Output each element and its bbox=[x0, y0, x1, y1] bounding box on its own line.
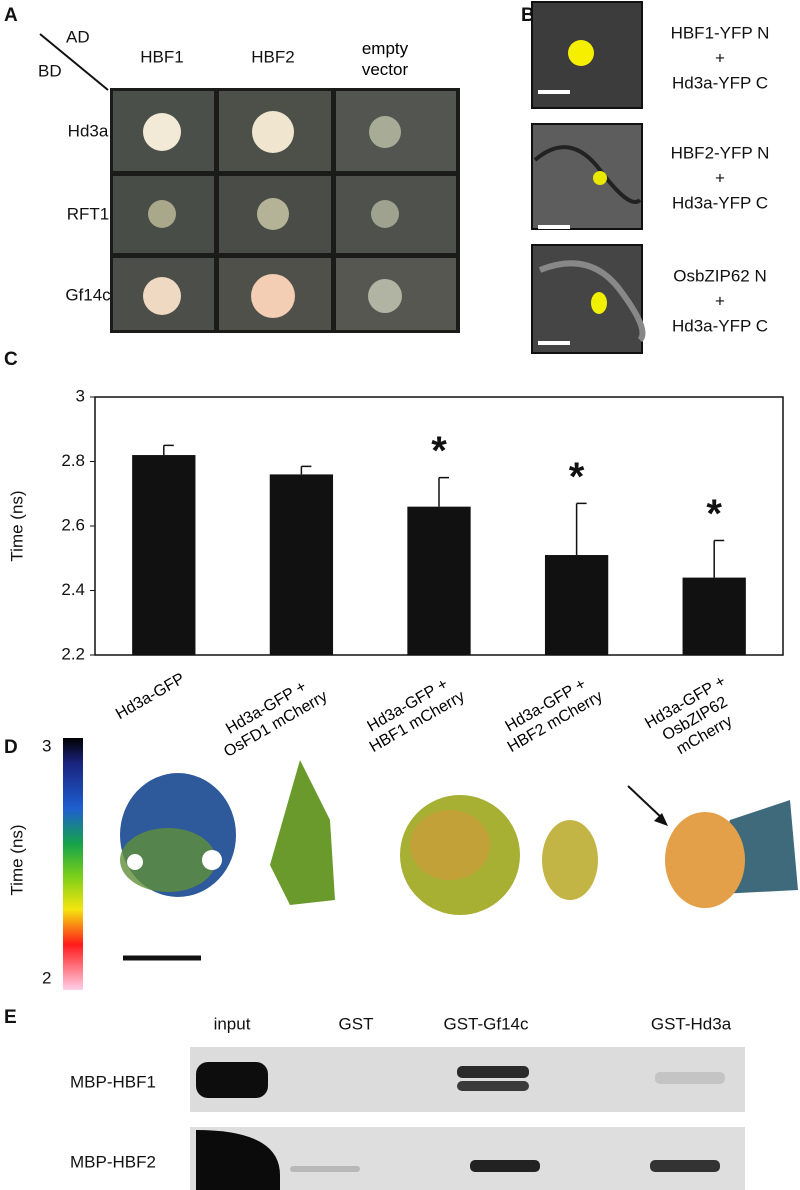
bar bbox=[132, 455, 196, 655]
panel-letter: C bbox=[4, 349, 18, 370]
bifc-label: Hd3a-YFP C bbox=[672, 73, 768, 92]
bifc-label: Hd3a-YFP C bbox=[672, 193, 768, 212]
panel-letter: E bbox=[4, 1007, 17, 1028]
row-label: MBP-HBF1 bbox=[70, 1072, 156, 1091]
bar bbox=[269, 474, 334, 655]
colorbar-bottom: 2 bbox=[42, 968, 51, 987]
blots bbox=[190, 1047, 745, 1190]
bifc-label: + bbox=[715, 48, 725, 67]
significance-mark: * bbox=[569, 455, 585, 499]
row-label: Gf14c bbox=[65, 285, 111, 304]
error-bar bbox=[438, 476, 449, 507]
column-label: HBF2 bbox=[251, 47, 294, 66]
bifc-label: Hd3a-YFP C bbox=[672, 316, 768, 335]
column-label: GST bbox=[339, 1014, 374, 1033]
significance-mark: * bbox=[706, 492, 722, 536]
column-label: input bbox=[214, 1014, 251, 1033]
bifc-label: HBF2-YFP N bbox=[671, 143, 770, 162]
bar bbox=[682, 577, 746, 655]
column-label: empty vector bbox=[361, 39, 409, 79]
bar bbox=[544, 555, 609, 655]
y-axis-label: Time (ns) bbox=[7, 490, 26, 561]
flim-images bbox=[120, 760, 798, 915]
panel-letter: A bbox=[4, 5, 18, 26]
y-tick-label: 2.4 bbox=[61, 580, 85, 599]
bifc-label: OsbZIP62 N bbox=[673, 266, 767, 285]
bifc-label: + bbox=[715, 168, 725, 187]
column-label: GST-Hd3a bbox=[651, 1014, 732, 1033]
diagonal bbox=[39, 33, 109, 91]
row-label: RFT1 bbox=[67, 204, 110, 223]
y-tick-label: 2.2 bbox=[61, 644, 85, 663]
row-label: MBP-HBF2 bbox=[70, 1152, 156, 1171]
error-bar bbox=[713, 539, 725, 578]
y-tick-label: 2.6 bbox=[61, 515, 85, 534]
ad-label: AD bbox=[66, 27, 90, 46]
error-bar bbox=[300, 465, 312, 475]
y-tick-label: 3 bbox=[76, 386, 85, 405]
row-label: Hd3a bbox=[68, 121, 109, 140]
bifc-images bbox=[531, 1, 646, 354]
colorbar-label: Time (ns) bbox=[7, 824, 26, 895]
yeast-plate bbox=[110, 88, 460, 333]
significance-mark: * bbox=[431, 429, 447, 473]
bifc-label: + bbox=[715, 291, 725, 310]
column-label: HBF1 bbox=[140, 47, 183, 66]
bar bbox=[407, 506, 471, 655]
colorbar bbox=[63, 738, 83, 990]
colorbar-top: 3 bbox=[42, 736, 51, 755]
column-label: GST-Gf14c bbox=[443, 1014, 529, 1033]
error-bar bbox=[575, 502, 587, 556]
bd-label: BD bbox=[38, 61, 62, 80]
error-bar bbox=[163, 444, 174, 456]
bifc-label: HBF1-YFP N bbox=[671, 23, 770, 42]
panel-letter: D bbox=[4, 737, 18, 758]
y-tick-label: 2.8 bbox=[61, 451, 85, 470]
